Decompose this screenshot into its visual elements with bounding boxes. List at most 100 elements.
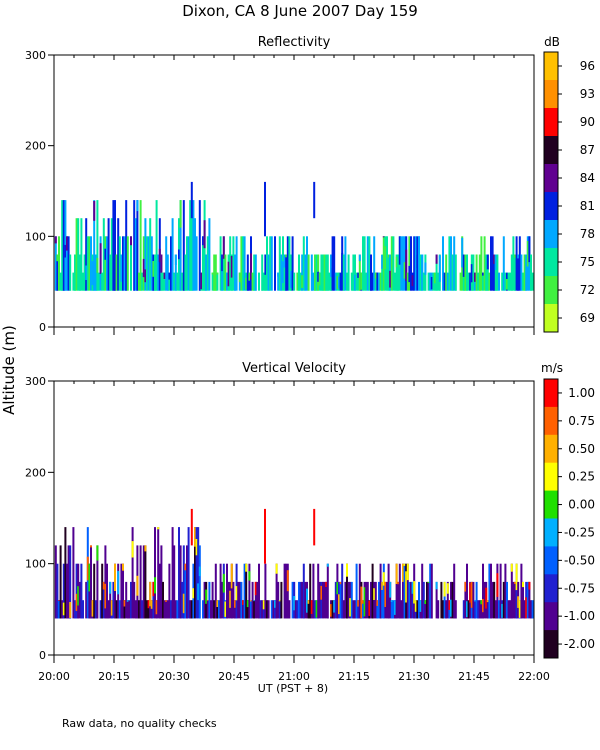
echo-column (62, 563, 65, 619)
echo-column (86, 236, 89, 291)
echo-column (299, 272, 302, 291)
echo-speckle (411, 275, 414, 286)
echo-column (67, 545, 70, 619)
x-tick-label: 21:00 (278, 670, 310, 683)
echo-speckle (382, 572, 385, 586)
echo-column (141, 600, 144, 619)
echo-column (312, 272, 315, 291)
echo-speckle (438, 255, 441, 282)
colorbar-cell (544, 602, 558, 631)
echo-speckle (482, 599, 484, 613)
echo-speckle (221, 254, 224, 272)
reflectivity-colorbar: 96 93 90 87 84 81 78 75 72 69 (543, 51, 595, 333)
echo-speckle (325, 581, 328, 587)
echo-column (430, 563, 433, 619)
echo-speckle (514, 254, 516, 258)
echo-column (280, 581, 283, 619)
echo-column (234, 600, 236, 619)
echo-column (98, 272, 100, 291)
echo-column (131, 527, 134, 619)
echo-speckle (160, 254, 163, 273)
echo-column (515, 563, 518, 619)
echo-column (368, 236, 371, 291)
echo-column (112, 200, 115, 291)
echo-column (69, 254, 72, 291)
echo-speckle (293, 596, 296, 611)
echo-column (211, 581, 214, 619)
echo-column (144, 218, 147, 291)
echo-speckle (85, 265, 88, 280)
echo-column (195, 236, 198, 291)
echo-speckle (275, 563, 278, 574)
echo-column (475, 581, 478, 619)
echo-column (411, 581, 414, 619)
echo-speckle (238, 272, 241, 283)
echo-column (203, 581, 206, 619)
echo-column (386, 581, 388, 619)
echo-column (155, 200, 158, 291)
echo-column (446, 272, 449, 291)
echo-column (467, 272, 470, 291)
echo-column (379, 272, 382, 291)
echo-speckle (528, 581, 531, 590)
velocity-echo-layer (54, 508, 534, 619)
echo-column (326, 563, 329, 619)
echo-column (291, 236, 294, 291)
echo-column (99, 600, 102, 619)
echo-column (512, 236, 515, 291)
echo-column (227, 581, 230, 619)
echo-speckle (206, 600, 209, 601)
echo-column (213, 600, 216, 619)
echo-speckle (64, 244, 67, 258)
echo-speckle (434, 272, 436, 284)
echo-column (307, 600, 310, 619)
colorbar-cell (544, 248, 558, 277)
echo-column (138, 272, 140, 291)
echo-speckle (450, 599, 452, 617)
echo-speckle (130, 236, 132, 246)
echo-column (469, 272, 472, 291)
echo-speckle (248, 272, 251, 281)
echo-column (208, 218, 211, 291)
echo-speckle (102, 581, 105, 590)
echo-column (238, 581, 241, 619)
echo-column (58, 236, 60, 291)
echo-column (509, 272, 512, 291)
echo-column (514, 581, 516, 619)
echo-column (320, 581, 323, 619)
echo-column (136, 200, 139, 291)
echo-column (123, 600, 126, 619)
echo-column (277, 272, 280, 291)
x-tick-label: 21:15 (338, 670, 370, 683)
colorbar-label: 96 (580, 59, 595, 73)
echo-column (283, 563, 286, 619)
echo-column (464, 581, 467, 619)
echo-column (78, 254, 81, 291)
echo-column (254, 581, 257, 619)
echo-column (266, 600, 268, 619)
echo-column (157, 254, 160, 291)
echo-column (530, 254, 532, 291)
echo-speckle (109, 581, 112, 594)
echo-speckle (144, 269, 147, 283)
echo-speckle (54, 236, 57, 244)
echo-column (459, 272, 462, 291)
echo-speckle (430, 277, 433, 290)
echo-speckle (216, 272, 219, 275)
echo-column (234, 254, 236, 291)
echo-column (62, 200, 65, 291)
echo-speckle (144, 545, 147, 552)
echo-plume (190, 508, 193, 546)
echo-speckle (462, 254, 465, 277)
echo-speckle (384, 246, 387, 270)
echo-column (198, 200, 201, 291)
echo-column (179, 545, 182, 619)
echo-column (478, 254, 481, 291)
echo-column (416, 600, 419, 619)
echo-column (488, 563, 491, 619)
echo-column (56, 254, 59, 291)
echo-column (302, 236, 305, 291)
echo-column (54, 545, 57, 619)
echo-column (147, 236, 150, 291)
echo-speckle (408, 265, 411, 283)
